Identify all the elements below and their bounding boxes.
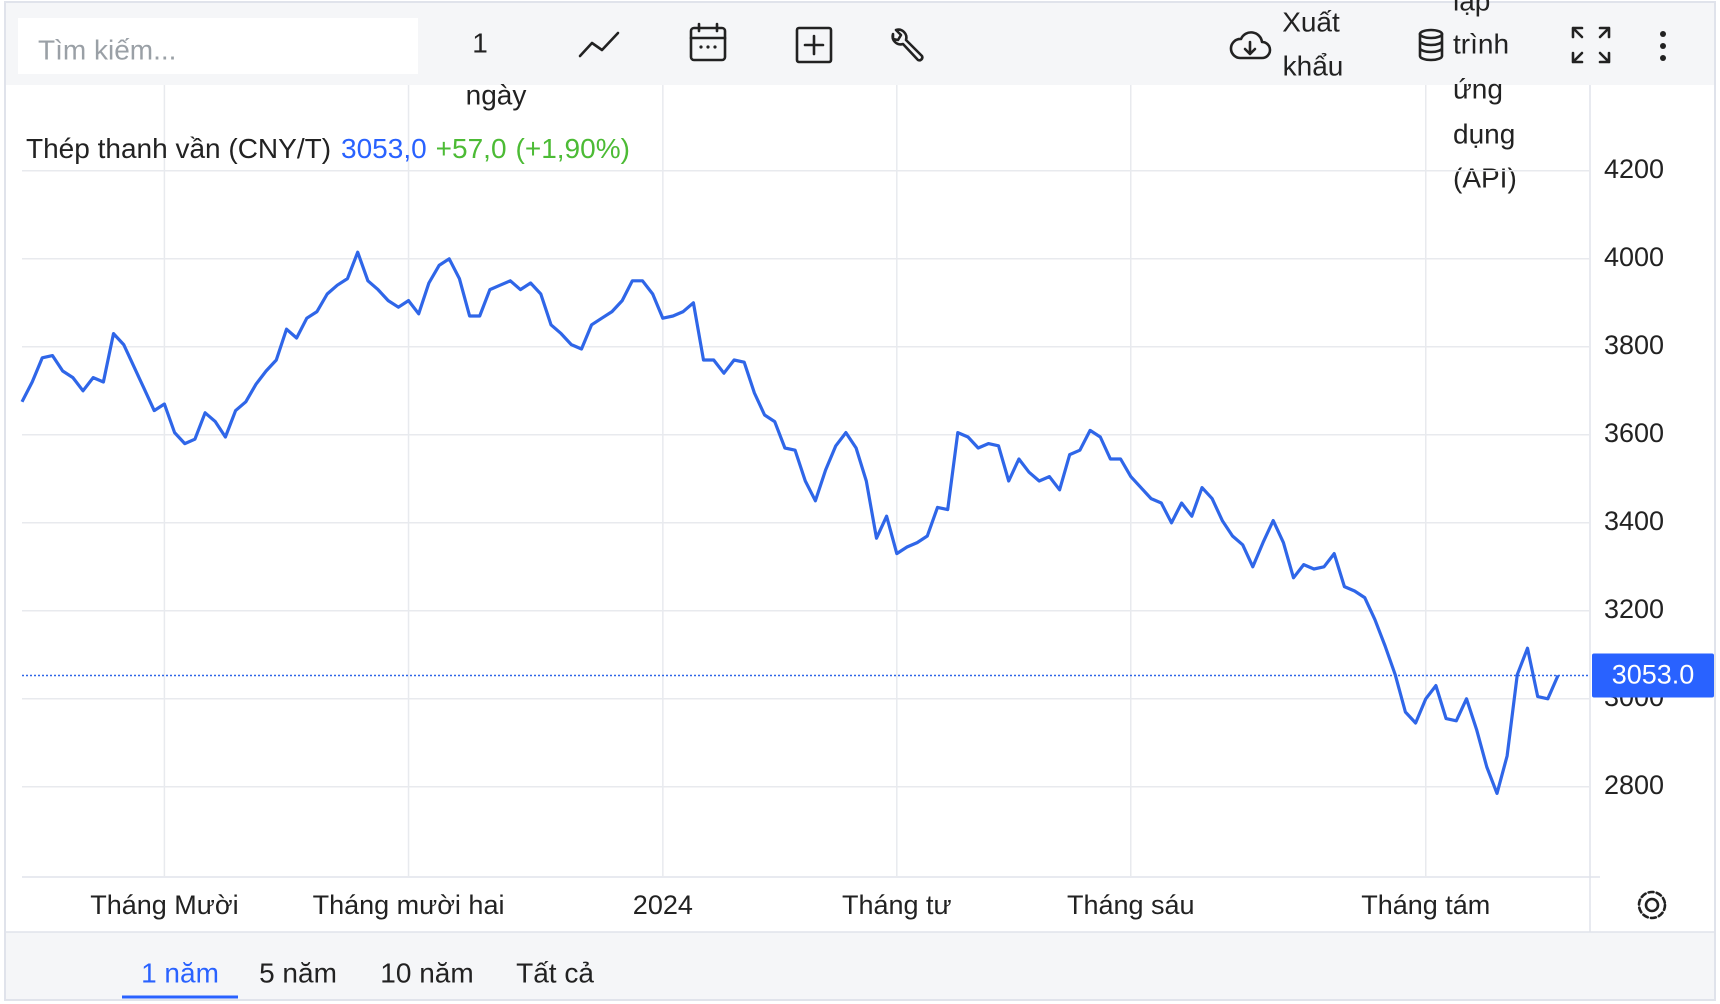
y-tick-label: 2800: [1604, 770, 1664, 800]
y-tick-label: 3400: [1604, 506, 1664, 536]
api-label[interactable]: trình: [1453, 28, 1509, 59]
range-tab[interactable]: 1 năm: [141, 957, 219, 988]
x-tick-label: Tháng Mười: [90, 890, 238, 920]
price-change-percent: (+1,90%): [516, 133, 630, 164]
search-placeholder: Tìm kiếm...: [38, 34, 176, 65]
api-label[interactable]: dụng: [1453, 118, 1515, 149]
y-tick-label: 3800: [1604, 330, 1664, 360]
calendar-icon[interactable]: [689, 22, 727, 62]
export-icon[interactable]: [1229, 31, 1272, 60]
y-tick-label: 4200: [1604, 154, 1664, 184]
x-tick-label: Tháng tư: [842, 890, 952, 920]
api-label[interactable]: lập: [1453, 0, 1490, 16]
last-price-box: [1592, 653, 1714, 698]
price-line: [20, 250, 1560, 795]
range-tab[interactable]: 5 năm: [259, 957, 337, 988]
add-indicator-icon[interactable]: [795, 26, 833, 64]
interval-label[interactable]: ngày: [466, 79, 527, 110]
x-tick-label: 2024: [633, 890, 693, 920]
api-icon[interactable]: [1418, 28, 1444, 62]
interval-label[interactable]: 1: [472, 27, 488, 58]
search-box[interactable]: [18, 18, 418, 74]
x-tick-label: Tháng sáu: [1067, 890, 1195, 920]
api-label[interactable]: ứng: [1453, 73, 1503, 104]
settings-wrench-icon[interactable]: [891, 28, 924, 62]
range-tab[interactable]: 10 năm: [380, 957, 473, 988]
export-label[interactable]: khẩu: [1283, 50, 1344, 81]
chart-header: Thép thanh vần (CNY/T) 3053,0 +57,0 (+1,90%…: [26, 133, 630, 164]
more-icon[interactable]: [1660, 31, 1666, 61]
last-price-label: 3053.0: [1612, 660, 1695, 690]
y-tick-label: 3600: [1604, 418, 1664, 448]
chart-settings-icon[interactable]: [1637, 890, 1667, 920]
frame: [4, 1, 1716, 1001]
api-label[interactable]: (API): [1453, 162, 1517, 193]
range-bar: [6, 932, 1714, 999]
fullscreen-icon[interactable]: [1571, 26, 1611, 64]
x-tick-label: Tháng mười hai: [313, 890, 505, 920]
export-label[interactable]: Xuất: [1282, 6, 1340, 37]
price-change: +57,0: [436, 133, 507, 164]
chart-type-icon[interactable]: [578, 31, 620, 58]
y-tick-label: 4000: [1604, 242, 1664, 272]
last-price: 3053,0: [341, 133, 427, 164]
chart-title: Thép thanh vần (CNY/T): [26, 133, 331, 164]
y-tick-label: 3200: [1604, 594, 1664, 624]
x-tick-label: Tháng tám: [1361, 890, 1490, 920]
range-tab[interactable]: Tất cả: [516, 957, 594, 988]
